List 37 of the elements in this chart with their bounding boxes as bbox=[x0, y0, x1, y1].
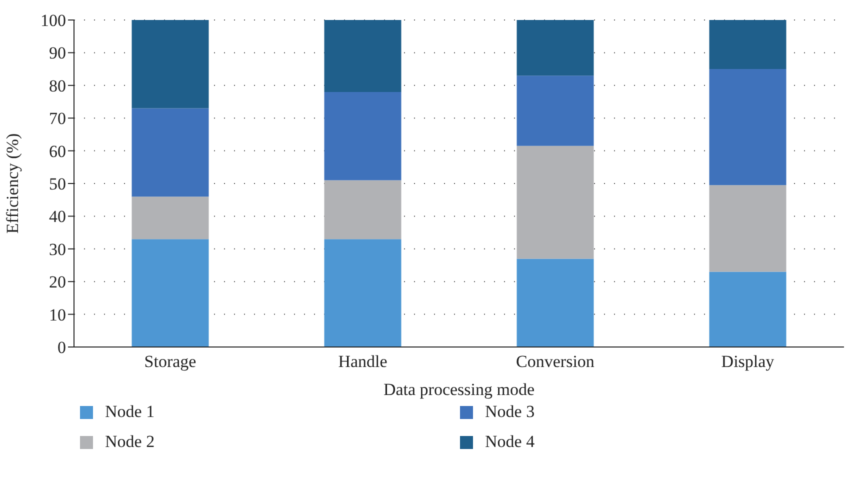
y-tick-label: 30 bbox=[49, 240, 66, 259]
legend-label: Node 2 bbox=[105, 432, 155, 452]
x-tick-label: Storage bbox=[144, 352, 196, 372]
bar bbox=[709, 69, 786, 186]
legend-label: Node 4 bbox=[485, 432, 535, 452]
bar bbox=[709, 20, 786, 70]
bar bbox=[709, 272, 786, 347]
legend-label: Node 1 bbox=[105, 402, 155, 422]
bar bbox=[516, 76, 594, 146]
y-tick-label: 80 bbox=[49, 76, 66, 96]
legend-label: Node 3 bbox=[485, 402, 535, 422]
bar bbox=[709, 185, 786, 272]
y-tick-label: 40 bbox=[49, 207, 66, 226]
y-axis-title: Efficiency (%) bbox=[3, 133, 22, 234]
bar bbox=[132, 20, 209, 108]
y-tick-label: 50 bbox=[49, 174, 66, 194]
x-tick-label: Display bbox=[721, 352, 775, 372]
y-tick-label: 60 bbox=[49, 142, 66, 161]
x-tick-label: Conversion bbox=[516, 352, 595, 372]
y-tick-label: 100 bbox=[40, 11, 66, 30]
bar bbox=[324, 20, 402, 92]
bar bbox=[516, 146, 594, 259]
y-tick-label: 0 bbox=[58, 338, 66, 358]
bar bbox=[324, 180, 402, 240]
bar bbox=[132, 239, 209, 347]
bar bbox=[324, 92, 402, 180]
bar bbox=[516, 258, 594, 347]
y-tick-label: 90 bbox=[49, 44, 66, 63]
x-tick-label: Handle bbox=[338, 352, 388, 372]
bar bbox=[132, 196, 209, 240]
y-tick-label: 10 bbox=[49, 305, 66, 324]
bar bbox=[324, 239, 402, 347]
bar bbox=[516, 20, 594, 76]
x-axis-title: Data processing mode bbox=[383, 380, 535, 399]
bar bbox=[132, 108, 209, 197]
y-tick-label: 20 bbox=[49, 272, 66, 292]
y-tick-label: 70 bbox=[49, 109, 66, 128]
